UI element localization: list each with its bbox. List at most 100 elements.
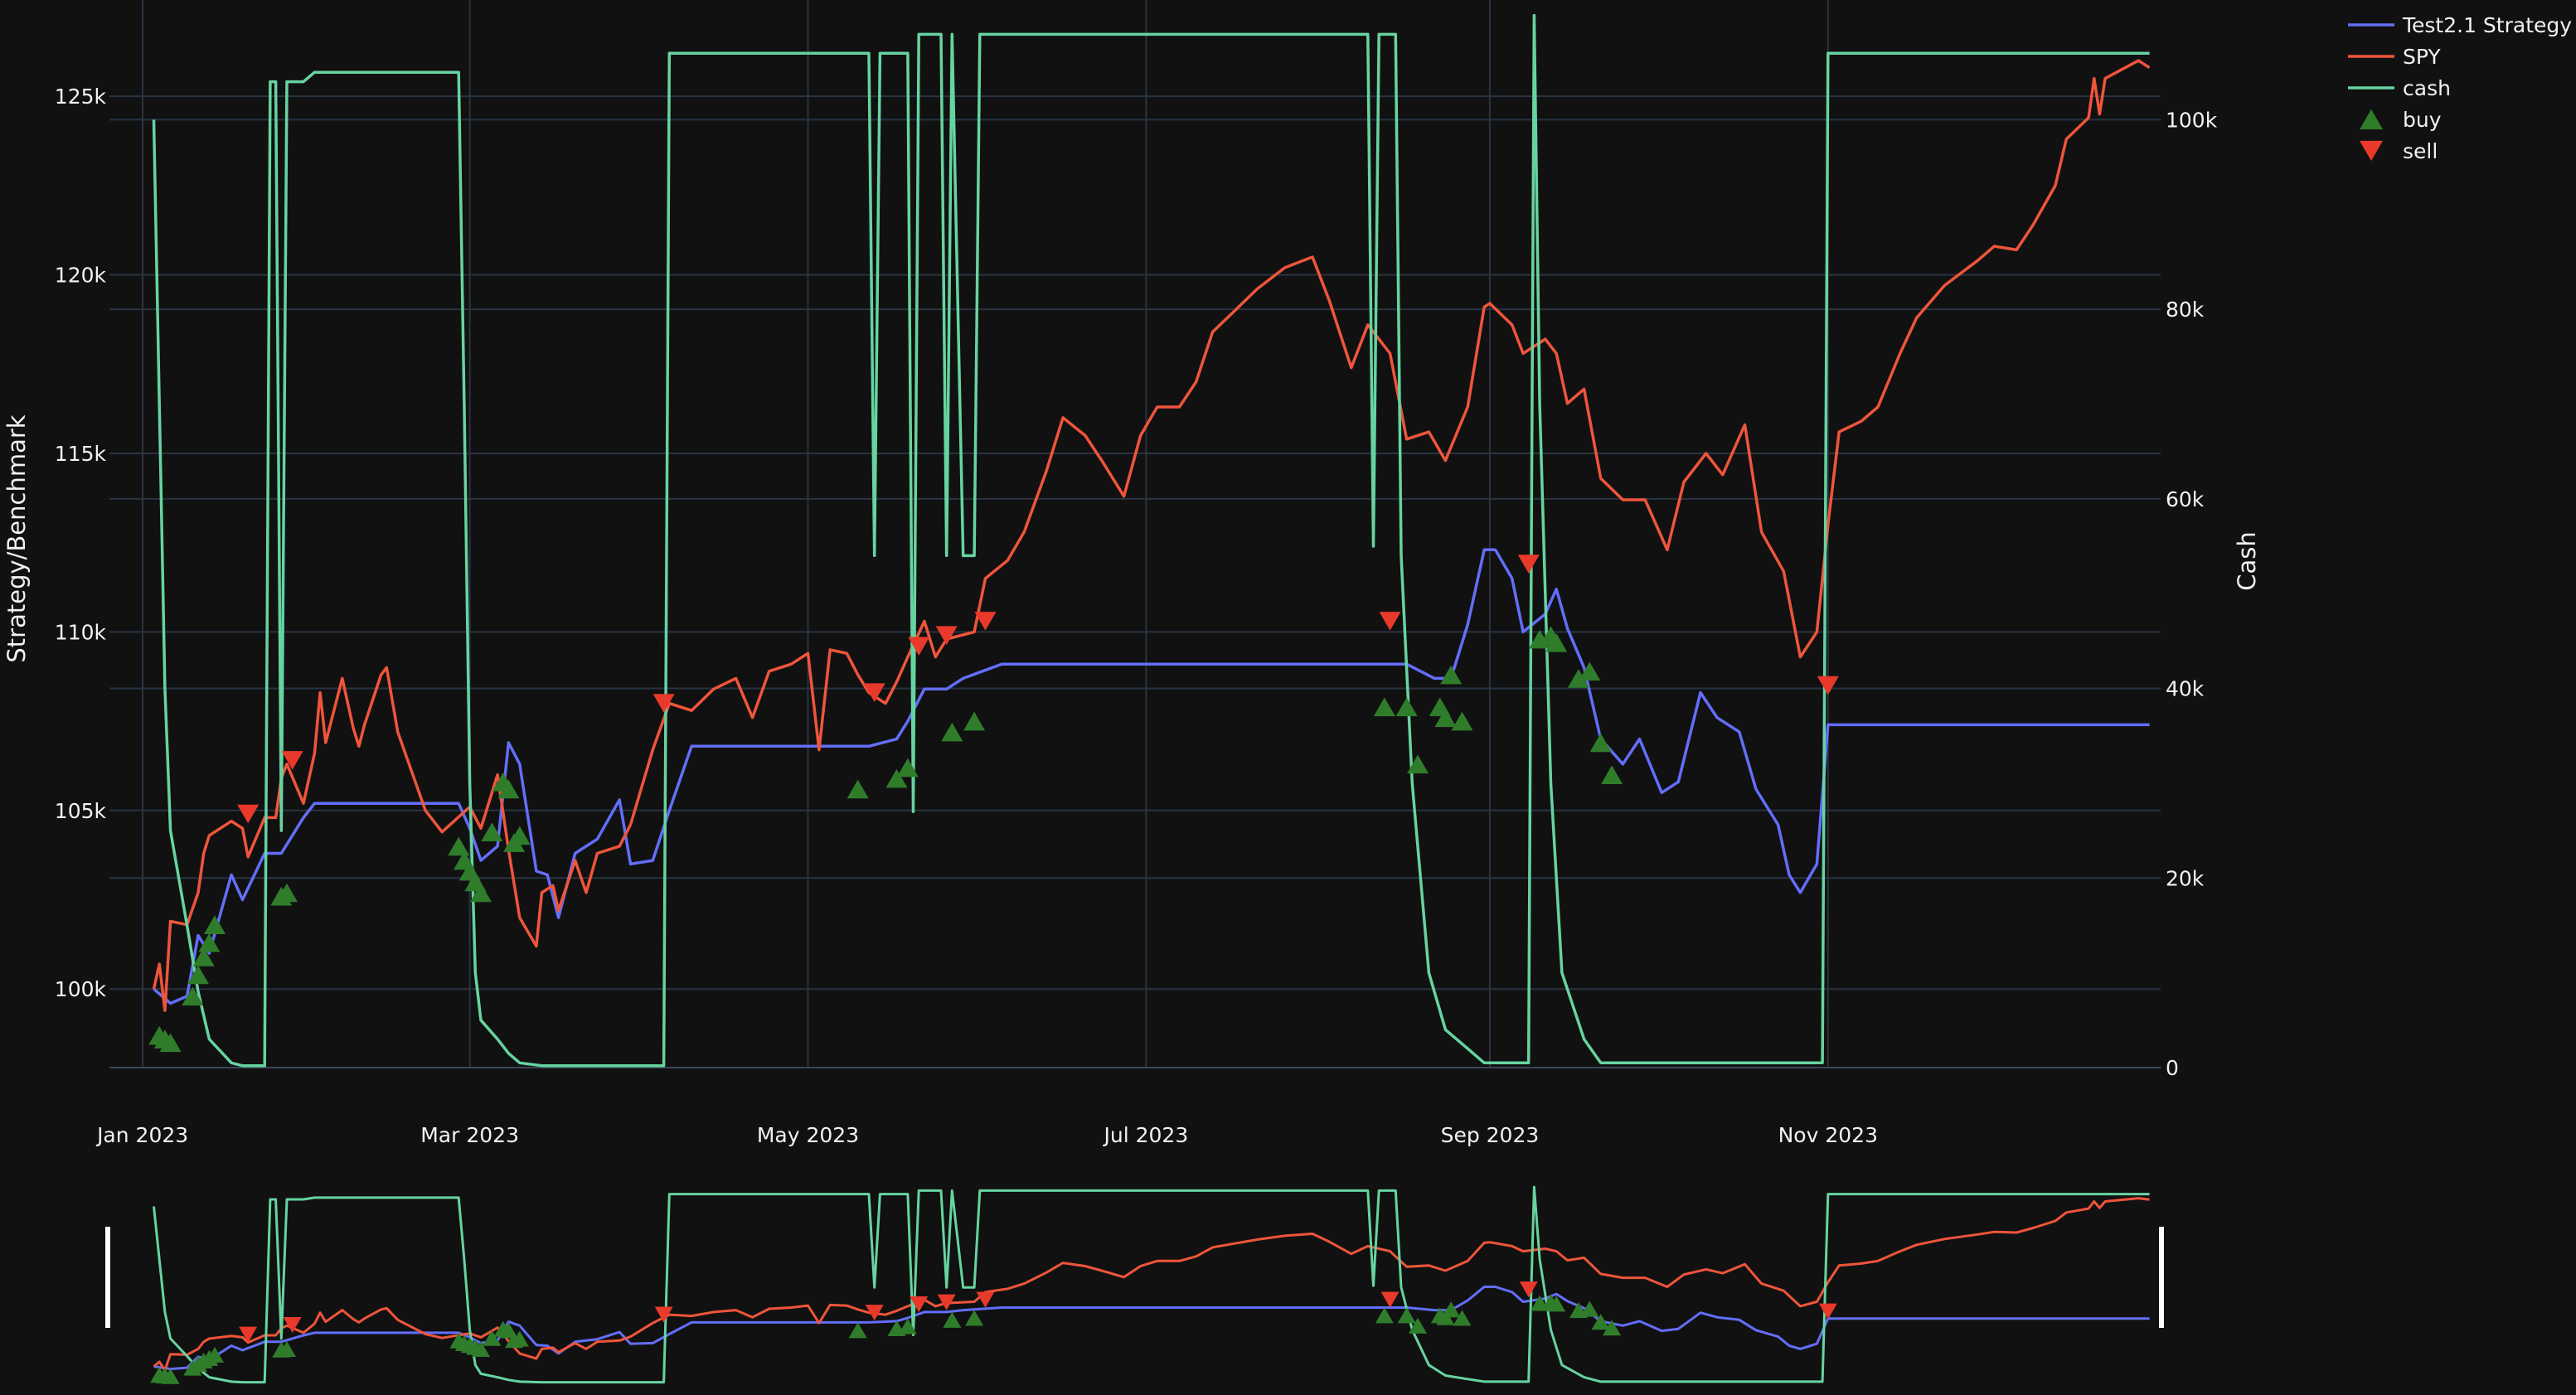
y-right-tick-label-1: 20k bbox=[2166, 866, 2205, 890]
legend-label-test2-1-strategy: Test2.1 Strategy bbox=[2402, 13, 2572, 37]
buy-marker-10 bbox=[448, 836, 470, 856]
sell-marker-6 bbox=[974, 612, 997, 631]
x-tick-label-1: Mar 2023 bbox=[420, 1123, 519, 1147]
buy-marker-14 bbox=[469, 883, 492, 903]
buy-marker-35 bbox=[1567, 669, 1589, 688]
buy-marker-9 bbox=[275, 883, 298, 903]
buy-marker-34 bbox=[1545, 633, 1568, 652]
slider-buy-marker-22 bbox=[898, 1318, 917, 1334]
slider-buy-marker-15 bbox=[483, 1330, 502, 1346]
slider-buy-marker-30 bbox=[1442, 1301, 1461, 1318]
series-line-spy bbox=[152, 59, 2151, 1012]
legend-label-spy: SPY bbox=[2403, 45, 2441, 69]
slider-sell-marker-2 bbox=[654, 1306, 673, 1323]
slider-sell-marker-1 bbox=[283, 1316, 302, 1334]
range-slider-right-handle[interactable] bbox=[2159, 1227, 2164, 1328]
buy-marker-31 bbox=[1451, 711, 1473, 731]
sell-marker-1 bbox=[281, 751, 303, 770]
sell-marker-8 bbox=[1517, 555, 1540, 574]
buy-marker-19 bbox=[508, 826, 531, 845]
buy-marker-29 bbox=[1434, 708, 1457, 728]
slider-buy-marker-7 bbox=[206, 1346, 225, 1364]
buy-marker-15 bbox=[481, 822, 503, 841]
y-left-tick-label-4: 120k bbox=[55, 264, 107, 288]
buy-marker-6 bbox=[198, 932, 221, 952]
slider-buy-marker-26 bbox=[1397, 1307, 1416, 1324]
slider-buy-marker-31 bbox=[1453, 1310, 1472, 1326]
buy-marker-17 bbox=[497, 779, 520, 799]
x-tick-label-4: Sep 2023 bbox=[1441, 1123, 1540, 1147]
slider-sell-marker-5 bbox=[937, 1294, 956, 1310]
buy-marker-7 bbox=[204, 915, 226, 934]
y-right-tick-label-2: 40k bbox=[2166, 677, 2205, 701]
y-left-tick-label-0: 100k bbox=[55, 977, 107, 1001]
trade-markers bbox=[148, 555, 1839, 1053]
x-tick-label-0: Jan 2023 bbox=[95, 1123, 188, 1147]
slider-buy-marker-14 bbox=[471, 1340, 490, 1357]
legend-label-sell: sell bbox=[2403, 139, 2438, 163]
slider-sell-marker-7 bbox=[1380, 1291, 1400, 1308]
main-plot-area bbox=[152, 13, 2151, 1068]
x-tick-label-2: May 2023 bbox=[757, 1123, 859, 1147]
buy-marker-4 bbox=[187, 965, 209, 985]
slider-sell-marker-4 bbox=[910, 1296, 929, 1313]
y-left-tick-label-1: 105k bbox=[55, 799, 107, 823]
slider-buy-marker-23 bbox=[943, 1311, 962, 1328]
y-right-tick-label-3: 60k bbox=[2166, 487, 2205, 511]
slider-buy-marker-24 bbox=[965, 1310, 984, 1326]
buy-marker-36 bbox=[1579, 661, 1601, 681]
y-right-tick-label-0: 0 bbox=[2166, 1056, 2179, 1080]
buy-marker-2 bbox=[159, 1033, 182, 1053]
slider-buy-marker-19 bbox=[510, 1330, 529, 1347]
y-axis-right-title: Cash bbox=[2233, 531, 2261, 591]
slider-line-cash bbox=[153, 1185, 2150, 1384]
sell-marker-0 bbox=[237, 804, 260, 824]
slider-buy-marker-25 bbox=[1375, 1307, 1394, 1324]
y-left-tick-label-2: 110k bbox=[55, 620, 107, 644]
slider-sell-marker-9 bbox=[1818, 1303, 1837, 1320]
buy-marker-23 bbox=[941, 722, 963, 742]
slider-buy-marker-36 bbox=[1580, 1301, 1599, 1317]
slider-sell-marker-3 bbox=[865, 1305, 884, 1321]
legend: Test2.1 Strategy SPY cash buy sell bbox=[2348, 13, 2572, 163]
sell-marker-3 bbox=[863, 683, 885, 702]
range-slider-left-handle[interactable] bbox=[105, 1227, 110, 1328]
slider-buy-marker-37 bbox=[1591, 1314, 1610, 1330]
buy-marker-37 bbox=[1589, 733, 1612, 753]
sell-marker-5 bbox=[935, 626, 958, 646]
buy-marker-3 bbox=[182, 986, 204, 1006]
range-slider[interactable] bbox=[105, 1185, 2164, 1384]
slider-buy-marker-20 bbox=[848, 1322, 867, 1339]
slider-sell-marker-8 bbox=[1519, 1281, 1538, 1298]
buy-marker-26 bbox=[1395, 697, 1418, 717]
buy-marker-21 bbox=[885, 768, 908, 788]
buy-marker-24 bbox=[963, 711, 986, 731]
legend-swatch-sell bbox=[2360, 140, 2383, 162]
buy-marker-25 bbox=[1373, 697, 1395, 717]
series-line-cash bbox=[152, 13, 2150, 1068]
legend-label-cash: cash bbox=[2403, 76, 2451, 100]
series-line-test2-1-strategy bbox=[153, 548, 2150, 1005]
y-left-tick-label-3: 115k bbox=[55, 442, 107, 466]
slider-line-test2-1-strategy bbox=[153, 1286, 2150, 1371]
slider-buy-marker-38 bbox=[1603, 1320, 1622, 1336]
slider-sell-marker-6 bbox=[976, 1291, 995, 1308]
slider-buy-marker-9 bbox=[277, 1340, 296, 1357]
legend-label-buy: buy bbox=[2403, 108, 2442, 132]
slider-buy-marker-27 bbox=[1409, 1317, 1428, 1334]
slider-sell-marker-0 bbox=[239, 1326, 258, 1343]
y-right-tick-label-5: 100k bbox=[2166, 108, 2218, 132]
legend-swatch-buy bbox=[2360, 109, 2383, 130]
buy-marker-5 bbox=[192, 947, 215, 966]
buy-marker-38 bbox=[1601, 765, 1623, 785]
slider-buy-marker-34 bbox=[1547, 1296, 1566, 1312]
slider-buy-marker-2 bbox=[161, 1368, 180, 1384]
sell-marker-4 bbox=[908, 637, 930, 656]
buy-marker-22 bbox=[896, 758, 919, 777]
buy-marker-30 bbox=[1440, 665, 1463, 685]
y-right-tick-label-4: 80k bbox=[2166, 298, 2205, 322]
sell-marker-2 bbox=[652, 694, 675, 713]
